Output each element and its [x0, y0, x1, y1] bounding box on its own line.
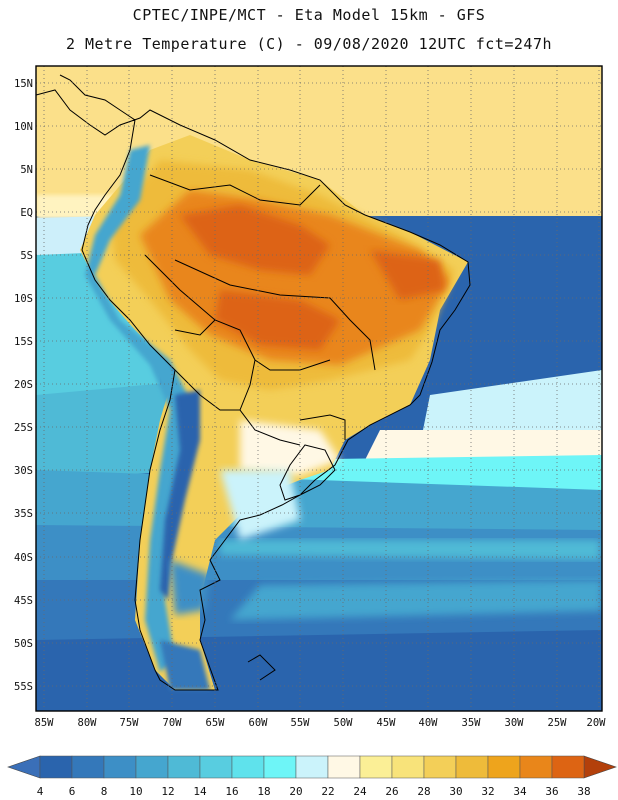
- colorbar-swatch: [423, 755, 457, 779]
- colorbar-tick-label: 20: [289, 785, 302, 798]
- latitude-labels: 15N 10N 5N EQ 5S 10S 15S 20S 25S 30S 35S…: [14, 78, 33, 693]
- lat-label: 10S: [14, 293, 33, 305]
- lon-label: 20W: [587, 717, 607, 729]
- colorbar-swatch: [39, 755, 73, 779]
- temperature-colorbar: 4 6 8 10 12 14 16 18 20 22 24 26 28 30 3…: [7, 755, 617, 798]
- colorbar-tick-label: 26: [385, 785, 398, 798]
- south-america-landmass: [80, 135, 468, 690]
- colorbar-swatch: [487, 755, 521, 779]
- lon-label: 70W: [163, 717, 183, 729]
- colorbar-swatch: [455, 755, 489, 779]
- colorbar-swatch: [327, 755, 361, 779]
- colorbar-swatch: [71, 755, 105, 779]
- colorbar-tick-label: 14: [193, 785, 207, 798]
- lat-label: 55S: [14, 681, 33, 693]
- colorbar-tick-label: 22: [321, 785, 334, 798]
- colorbar-swatch: [167, 755, 201, 779]
- lon-label: 80W: [78, 717, 98, 729]
- lon-label: 75W: [120, 717, 140, 729]
- colorbar-tick-label: 12: [161, 785, 174, 798]
- lon-label: 25W: [548, 717, 568, 729]
- colorbar-tick-label: 10: [129, 785, 142, 798]
- lat-label: 10N: [14, 121, 33, 133]
- colorbar-tick-label: 34: [513, 785, 527, 798]
- lat-label: 20S: [14, 379, 33, 391]
- colorbar-tick-label: 16: [225, 785, 238, 798]
- colorbar-swatch: [231, 755, 265, 779]
- colorbar-swatch: [391, 755, 425, 779]
- colorbar-tick-label: 4: [37, 785, 44, 798]
- colorbar-tick-label: 32: [481, 785, 494, 798]
- lon-label: 30W: [505, 717, 525, 729]
- lon-label: 40W: [419, 717, 439, 729]
- colorbar-swatch: [359, 755, 393, 779]
- lat-label: 50S: [14, 638, 33, 650]
- map-field: [36, 66, 602, 711]
- colorbar-swatch: [135, 755, 169, 779]
- lat-label: 35S: [14, 508, 33, 520]
- lon-label: 60W: [249, 717, 269, 729]
- colorbar-swatch: [263, 755, 297, 779]
- lat-label: 30S: [14, 465, 33, 477]
- lon-label: 85W: [35, 717, 55, 729]
- colorbar-tick-label: 36: [545, 785, 558, 798]
- lon-label: 55W: [291, 717, 311, 729]
- colorbar-swatch: [199, 755, 233, 779]
- lon-label: 45W: [377, 717, 397, 729]
- colorbar-tick-label: 30: [449, 785, 462, 798]
- lat-label: 15S: [14, 336, 33, 348]
- map-title-line2: 2 Metre Temperature (C) - 09/08/2020 12U…: [65, 35, 553, 53]
- colorbar-left-arrow: [7, 755, 41, 779]
- lat-label: 45S: [14, 595, 33, 607]
- colorbar-swatch: [103, 755, 137, 779]
- map-frame: [35, 65, 603, 712]
- colorbar-tick-label: 18: [257, 785, 270, 798]
- colorbar-swatch: [295, 755, 329, 779]
- lon-label: 35W: [462, 717, 482, 729]
- colorbar-tick-label: 6: [69, 785, 76, 798]
- lat-label: 40S: [14, 552, 33, 564]
- lat-label: 25S: [14, 422, 33, 434]
- longitude-labels: 85W 80W 75W 70W 65W 60W 55W 50W 45W 40W …: [35, 717, 607, 729]
- colorbar-tick-label: 38: [577, 785, 590, 798]
- lat-label: 5S: [20, 250, 33, 262]
- colorbar-right-arrow: [583, 755, 617, 779]
- colorbar-tick-label: 8: [101, 785, 108, 798]
- lon-label: 65W: [206, 717, 226, 729]
- map-title-line1: CPTEC/INPE/MCT - Eta Model 15km - GFS: [132, 6, 486, 24]
- lat-label: 15N: [14, 78, 33, 90]
- colorbar-tick-label: 28: [417, 785, 430, 798]
- lat-label: 5N: [20, 164, 33, 176]
- colorbar-swatch: [551, 755, 585, 779]
- lon-label: 50W: [334, 717, 354, 729]
- colorbar-swatch: [519, 755, 553, 779]
- colorbar-tick-label: 24: [353, 785, 367, 798]
- lat-label: EQ: [20, 207, 33, 219]
